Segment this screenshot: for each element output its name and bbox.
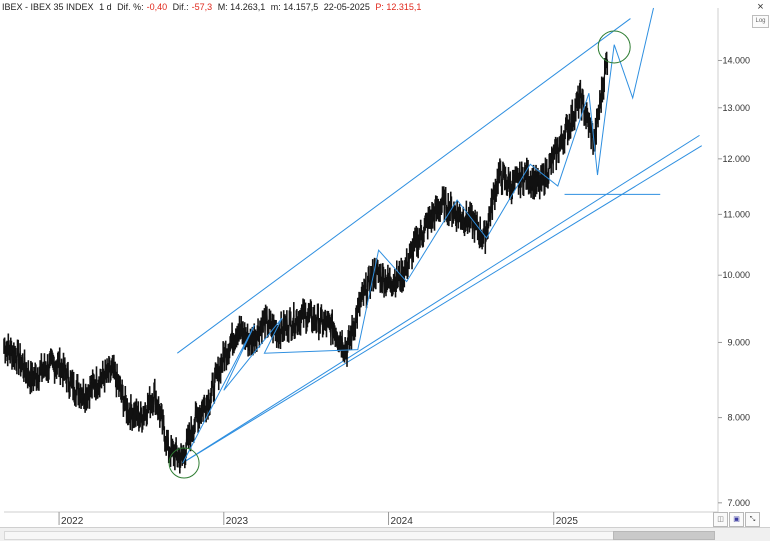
high-label: M: 14.263,1 <box>217 2 266 12</box>
high-pivot-circle <box>597 30 631 64</box>
low-pivot-circle <box>168 447 200 479</box>
y-tick-label: 12.000 <box>722 154 750 164</box>
symbol-label: IBEX - IBEX 35 INDEX <box>2 2 94 12</box>
dif-pct-value: -0,40 <box>146 2 168 12</box>
zigzag-waves <box>182 7 654 464</box>
auto-scale-icon[interactable]: ◫ <box>713 512 728 527</box>
wave-line <box>182 7 654 464</box>
trendlines <box>177 18 703 464</box>
y-tick-label: 9.000 <box>727 337 750 347</box>
date-label: 22-05-2025 <box>323 2 370 12</box>
period-label: 1 d <box>99 2 112 12</box>
log-scale-button[interactable]: Log <box>752 15 769 28</box>
header-bar: IBEX - IBEX 35 INDEX 1 d Dif. %: -0,40 Di… <box>2 2 424 16</box>
p-label: P: 12.315,1 <box>375 2 422 12</box>
dif-value: -57,3 <box>191 2 213 12</box>
dif-label: Dif.: <box>172 2 189 12</box>
y-tick-label: 10.000 <box>722 270 750 280</box>
y-tick-label: 11.000 <box>723 209 750 219</box>
dif-pct-label: Dif. %: <box>117 2 144 12</box>
y-tick-label: 13.000 <box>722 103 750 113</box>
horizontal-scrollbar[interactable] <box>0 527 770 541</box>
y-tick-label: 8.000 <box>727 413 750 423</box>
scroll-thumb[interactable] <box>613 531 715 540</box>
close-button[interactable]: × <box>757 1 764 13</box>
y-tick-label: 7.000 <box>727 498 750 508</box>
y-tick-label: 14.000 <box>722 55 750 65</box>
x-tick-label: 2022 <box>61 516 84 527</box>
save-icon[interactable]: ▣ <box>729 512 744 527</box>
fit-icon[interactable]: ⤡ <box>745 512 760 527</box>
lower-channel-line-2 <box>182 145 703 464</box>
scroll-track[interactable] <box>4 531 715 540</box>
x-axis: 2022 2023 2024 2025 <box>58 512 579 527</box>
low-label: m: 14.157,5 <box>270 2 319 12</box>
x-tick-label: 2023 <box>226 516 249 527</box>
x-tick-label: 2025 <box>556 516 579 527</box>
price-series <box>3 51 609 474</box>
price-line <box>3 57 608 466</box>
lower-channel-line <box>182 134 700 464</box>
y-axis: 7.000 8.000 9.000 10.000 11.000 12.000 13.000 1… <box>718 55 750 508</box>
pivot-circles <box>168 30 631 479</box>
x-tick-label: 2024 <box>391 516 414 527</box>
upper-channel-line <box>177 18 631 354</box>
